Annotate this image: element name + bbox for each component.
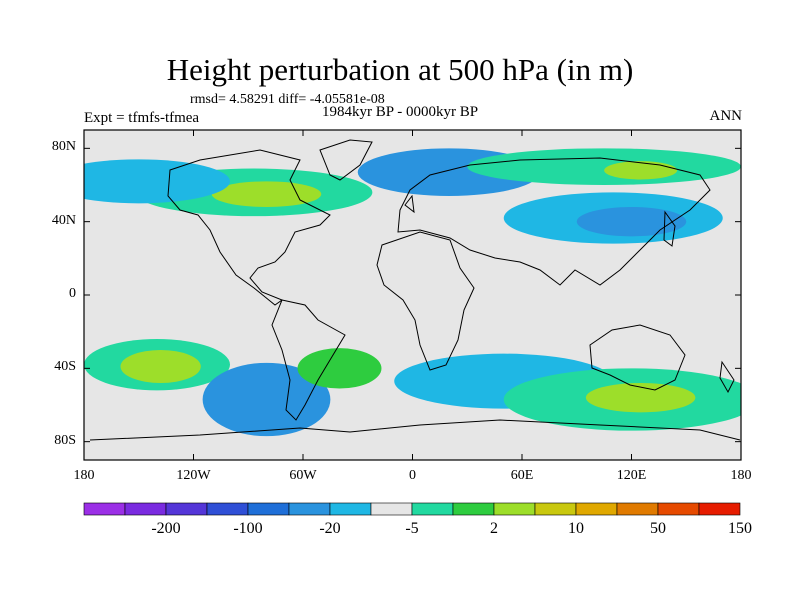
region-south-pacific-core [120,350,201,383]
experiment-label: Expt = tfmfs-tfmea [84,110,200,126]
lon-label: 180 [73,468,95,483]
coast-africa [376,231,475,371]
coast-north-america [167,149,331,306]
colorbar-swatch [83,502,126,516]
colorbar-swatch [288,502,331,516]
region-asia-positive-core [604,161,678,180]
colorbar-swatch [534,502,577,516]
lat-label: 0 [69,286,76,301]
period-label: 1984kyr BP - 0000kyr BP [322,104,479,120]
coast-eurasia [397,157,711,286]
colorbar-label: -100 [233,520,263,537]
colorbar-swatch [575,502,618,516]
lat-label: 80N [51,139,76,155]
colorbar-swatch [165,502,208,516]
coastlines [89,139,741,441]
colorbar-swatch [124,502,167,516]
coast-greenland [319,139,373,181]
coast-australia [589,324,686,391]
region-asia-positive [467,148,741,186]
colorbar-label: -200 [151,520,181,537]
season-label: ANN [709,108,743,124]
lon-label: 60W [289,468,317,483]
region-japan-negative-core [576,207,687,237]
region-australia-positive-core [585,383,696,413]
coast-south-america [271,299,346,421]
colorbar-swatch [329,502,372,516]
latitude-ticks [84,147,741,443]
colorbar [83,502,741,516]
lon-label: 120E [616,468,647,483]
colorbar-label: 50 [650,520,666,537]
colorbar-swatch [616,502,659,516]
longitude-ticks [83,130,742,460]
colorbar-swatch [698,502,741,516]
lat-label: 40N [51,212,76,228]
colorbar-swatch [657,502,700,516]
colorbar-swatch [411,502,454,516]
lon-label: 180 [730,468,752,483]
lon-label: 60E [510,468,534,483]
colorbar-label: 10 [568,520,584,537]
plot-title: Height perturbation at 500 hPa (in m) [166,52,634,87]
coast-antarctica [89,419,741,441]
region-south-america-negative [202,362,331,437]
colorbar-swatch [370,502,413,516]
lat-label: 80S [54,432,76,448]
lon-label: 120W [176,468,211,483]
colorbar-label: 150 [728,520,752,537]
colorbar-swatch [247,502,290,516]
region-north-pacific-negative [84,159,230,204]
colorbar-swatch [206,502,249,516]
lat-label: 40S [54,359,76,375]
colorbar-label: -5 [405,520,419,537]
colorbar-swatch [452,502,495,516]
coast-japan [663,210,676,247]
region-south-atlantic-positive [297,348,382,389]
contour-field [84,148,741,437]
stats-line: rmsd= 4.58291 diff= -4.05581e-08 [190,92,385,107]
coast-uk [404,194,415,214]
lon-label: 0 [409,468,416,483]
colorbar-swatch [493,502,536,516]
coast-new-zealand [719,360,735,394]
colorbar-label: -20 [319,520,341,537]
colorbar-label: 2 [490,520,498,537]
